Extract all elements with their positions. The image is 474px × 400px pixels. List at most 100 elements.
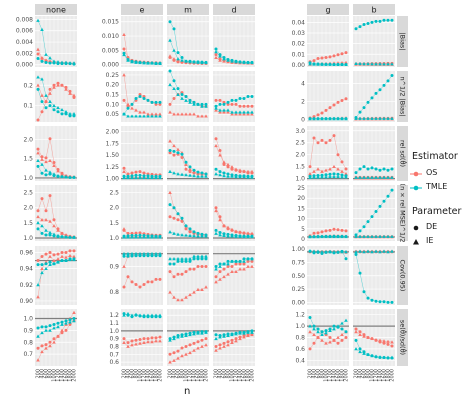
series-line-OS-IE (169, 286, 207, 301)
point-TMLE-IE (142, 313, 146, 317)
point-OS-DE (172, 96, 176, 100)
point-TMLE-IE (188, 173, 192, 177)
point-OS-DE (36, 52, 40, 56)
series-line-OS-IE (37, 152, 75, 178)
point-TMLE-DE (36, 227, 40, 231)
series-line-TMLE-DE (169, 150, 207, 175)
y-tick-label: 1.00 (106, 176, 120, 183)
point-TMLE-IE (158, 235, 162, 239)
point-OS-IE (154, 112, 158, 116)
point-OS-IE (234, 112, 238, 116)
point-TMLE-DE (344, 330, 348, 334)
y-tick-label: 0.96 (20, 249, 34, 256)
point-OS-DE (40, 255, 44, 259)
y-tick-label: 0.8 (295, 335, 305, 342)
point-TMLE-DE (390, 73, 394, 77)
point-TMLE-DE (308, 316, 312, 320)
series-line-TMLE-DE (355, 254, 392, 303)
y-tick-label: 20 (297, 195, 305, 202)
point-TMLE-IE (382, 234, 386, 238)
point-TMLE-IE (366, 234, 370, 238)
point-OS-IE (222, 344, 226, 348)
point-OS-DE (192, 267, 196, 271)
point-TMLE-DE (336, 172, 340, 176)
point-TMLE-IE (328, 174, 332, 179)
point-OS-IE (196, 287, 200, 292)
point-TMLE-IE (154, 114, 158, 118)
series-line-TMLE-IE (37, 222, 75, 238)
point-OS-IE (180, 112, 184, 116)
y-tick-label: 0.8 (109, 343, 119, 350)
point-OS-IE (44, 99, 48, 103)
point-OS-DE (316, 57, 320, 60)
point-TMLE-DE (134, 96, 138, 100)
point-TMLE-IE (138, 251, 142, 256)
point-TMLE-IE (214, 336, 218, 341)
y-tick-label: 5 (301, 226, 305, 233)
y-tick-label: 0.02 (292, 41, 306, 48)
point-OS-DE (218, 270, 222, 274)
point-TMLE-DE (130, 254, 134, 258)
point-OS-DE (68, 322, 72, 326)
point-TMLE-IE (126, 114, 130, 118)
x-tick-label: 1200 (142, 369, 148, 382)
point-OS-DE (184, 270, 188, 274)
point-TMLE-DE (44, 233, 48, 237)
series-line-TMLE-DE (215, 230, 252, 237)
point-OS-DE (68, 249, 72, 253)
x-tick-label: 200 (122, 369, 128, 379)
point-TMLE-IE (324, 250, 328, 254)
legend-swatch-tmle (410, 185, 422, 191)
point-TMLE-IE (336, 250, 340, 254)
point-TMLE-IE (234, 259, 238, 263)
series-line-OS-DE (215, 261, 252, 277)
point-TMLE-IE (146, 61, 150, 65)
point-TMLE-IE (320, 117, 324, 121)
point-TMLE-DE (340, 173, 344, 177)
point-TMLE-DE (366, 220, 370, 224)
point-OS-IE (230, 165, 234, 169)
point-OS-DE (64, 328, 68, 332)
point-OS-DE (320, 56, 324, 60)
point-TMLE-IE (154, 175, 158, 180)
point-TMLE-IE (134, 60, 138, 64)
point-OS-DE (64, 250, 68, 254)
point-TMLE-IE (362, 175, 366, 179)
point-TMLE-IE (340, 250, 344, 254)
point-TMLE-IE (226, 58, 230, 62)
point-TMLE-IE (44, 266, 48, 271)
point-TMLE-IE (126, 58, 130, 62)
point-OS-IE (122, 73, 126, 77)
point-TMLE-DE (340, 327, 344, 331)
point-TMLE-IE (354, 347, 358, 351)
facet-label-col-e: e (140, 6, 145, 15)
point-OS-IE (226, 225, 230, 229)
point-OS-IE (64, 233, 68, 237)
point-TMLE-IE (40, 162, 44, 166)
point-TMLE-IE (370, 62, 374, 66)
point-OS-DE (64, 85, 68, 89)
point-TMLE-IE (130, 60, 134, 64)
point-OS-DE (122, 166, 126, 170)
point-TMLE-IE (362, 351, 366, 355)
point-TMLE-DE (362, 290, 366, 294)
point-OS-IE (204, 343, 208, 347)
y-tick-label: 2.5 (295, 140, 305, 147)
point-TMLE-DE (204, 102, 208, 106)
point-OS-IE (68, 91, 72, 95)
point-TMLE-IE (56, 105, 60, 110)
point-TMLE-IE (172, 231, 176, 235)
series-line-OS-DE (309, 228, 347, 237)
point-OS-IE (180, 354, 184, 358)
point-TMLE-IE (188, 332, 192, 337)
point-TMLE-IE (200, 254, 204, 258)
point-TMLE-DE (184, 95, 188, 98)
point-TMLE-IE (370, 234, 374, 238)
y-tick-label: 2.0 (109, 205, 119, 212)
point-TMLE-IE (242, 60, 246, 64)
series-line-OS-DE (37, 250, 74, 261)
point-OS-DE (168, 352, 172, 356)
point-OS-DE (130, 280, 134, 284)
point-TMLE-IE (226, 262, 230, 266)
x-tick-label: 800 (48, 369, 54, 379)
